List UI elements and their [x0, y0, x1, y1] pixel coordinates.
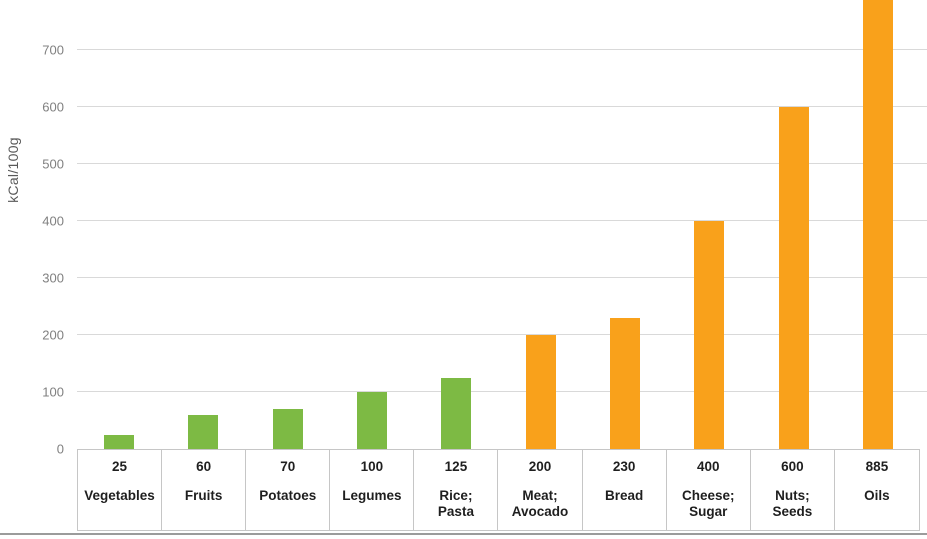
bar-vegetables — [104, 435, 135, 449]
gridline — [77, 220, 927, 222]
category-label: Legumes — [342, 488, 402, 503]
category-label: Bread — [605, 488, 644, 503]
y-tick-label: 300 — [42, 270, 64, 286]
gridline — [77, 49, 927, 51]
y-tick-label: 600 — [42, 99, 64, 115]
value-label: 25 — [112, 459, 128, 474]
table-cell: 100 Legumes — [330, 450, 415, 530]
category-label: Fruits — [184, 488, 223, 503]
gridline — [77, 106, 927, 108]
bar-legumes — [357, 392, 388, 449]
value-label: 885 — [865, 459, 889, 474]
category-table: 25 Vegetables 60 Fruits 70 Potatoes 100 Legumes… — [77, 449, 920, 531]
y-axis: 0 100 200 300 400 500 600 700 — [0, 0, 64, 456]
value-label: 70 — [280, 459, 296, 474]
table-cell: 200 Meat; Avocado — [498, 450, 583, 530]
category-label: Cheese; Sugar — [681, 488, 735, 519]
table-cell: 125 Rice; Pasta — [414, 450, 499, 530]
value-label: 125 — [444, 459, 468, 474]
gridline — [77, 334, 927, 336]
bar-rice — [441, 378, 472, 449]
value-label: 200 — [528, 459, 552, 474]
table-cell: 60 Fruits — [162, 450, 247, 530]
bottom-border-line — [0, 533, 927, 535]
bar-bread — [609, 318, 640, 449]
table-cell: 600 Nuts; Seeds — [751, 450, 835, 530]
table-cell: 885 Oils — [835, 450, 919, 530]
y-tick-label: 200 — [42, 327, 64, 343]
y-tick-label: 400 — [42, 213, 64, 229]
category-label: Meat; Avocado — [511, 488, 569, 519]
bar-potatoes — [272, 409, 303, 449]
value-label: 600 — [781, 459, 804, 474]
gridline — [77, 277, 927, 279]
category-label: Rice; Pasta — [437, 488, 474, 519]
value-label: 100 — [360, 459, 384, 474]
plot-area — [77, 0, 927, 449]
table-cell: 25 Vegetables — [78, 450, 163, 530]
value-label: 400 — [696, 459, 720, 474]
category-label: Vegetables — [84, 488, 155, 503]
y-tick-label: 500 — [42, 156, 64, 172]
gridline — [77, 391, 927, 393]
bar-meat — [525, 335, 556, 449]
gridline — [77, 163, 927, 165]
table-cell: 230 Bread — [583, 450, 667, 530]
category-label: Nuts; Seeds — [772, 488, 813, 519]
y-tick-label: 100 — [42, 384, 64, 400]
table-cell: 400 Cheese; Sugar — [667, 450, 751, 530]
bar-oils — [862, 0, 893, 449]
category-label: Oils — [864, 488, 890, 503]
value-label: 230 — [612, 459, 636, 474]
value-label: 60 — [196, 459, 212, 474]
bar-nuts — [778, 107, 809, 449]
y-tick-label: 0 — [56, 441, 64, 457]
bar-fruits — [188, 415, 219, 449]
bar-cheese — [694, 221, 725, 449]
table-cell: 70 Potatoes — [246, 450, 331, 530]
y-tick-label: 700 — [42, 42, 64, 58]
category-label: Potatoes — [259, 488, 317, 503]
